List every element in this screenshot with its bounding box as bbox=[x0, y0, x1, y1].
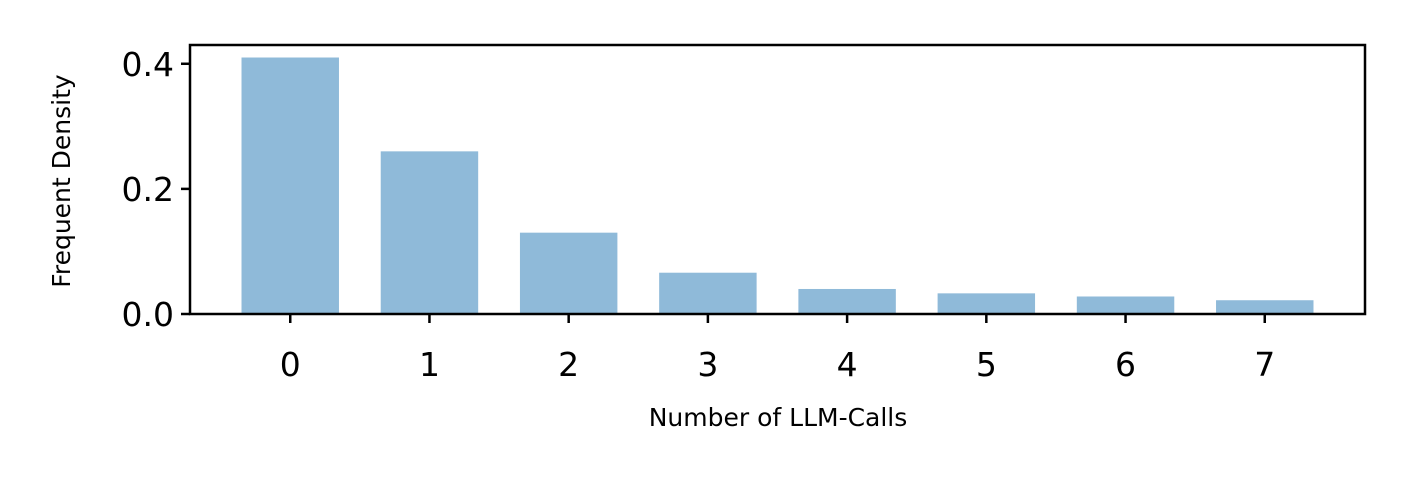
bar-6 bbox=[1076, 296, 1175, 314]
y-tick-label-0.0: 0.0 bbox=[122, 295, 174, 334]
x-tick-label-6: 6 bbox=[1115, 345, 1136, 384]
x-tick-label-7: 7 bbox=[1254, 345, 1275, 384]
bar-1 bbox=[380, 151, 479, 314]
bar-0 bbox=[241, 57, 339, 314]
x-tick-label-5: 5 bbox=[976, 345, 997, 384]
bar-7 bbox=[1216, 300, 1314, 314]
x-axis: 0 1 2 3 4 5 6 7 bbox=[280, 314, 1275, 384]
y-tick-label-0.4: 0.4 bbox=[122, 45, 174, 84]
x-tick-label-4: 4 bbox=[837, 345, 858, 384]
x-tick-label-3: 3 bbox=[697, 345, 718, 384]
y-tick-label-0.2: 0.2 bbox=[122, 170, 174, 209]
x-tick-label-2: 2 bbox=[558, 345, 579, 384]
bar-5 bbox=[937, 293, 1036, 314]
bar-4 bbox=[798, 288, 896, 314]
x-tick-label-1: 1 bbox=[419, 345, 440, 384]
bar-2 bbox=[519, 232, 618, 314]
bar-3 bbox=[659, 272, 757, 314]
y-axis: 0.0 0.2 0.4 bbox=[122, 45, 190, 334]
bars-layer bbox=[241, 57, 1314, 314]
y-axis-label: Frequent Density bbox=[47, 74, 76, 288]
plot-frame bbox=[188, 43, 1367, 316]
x-tick-label-0: 0 bbox=[280, 345, 301, 384]
x-axis-label: Number of LLM-Calls bbox=[649, 403, 908, 432]
